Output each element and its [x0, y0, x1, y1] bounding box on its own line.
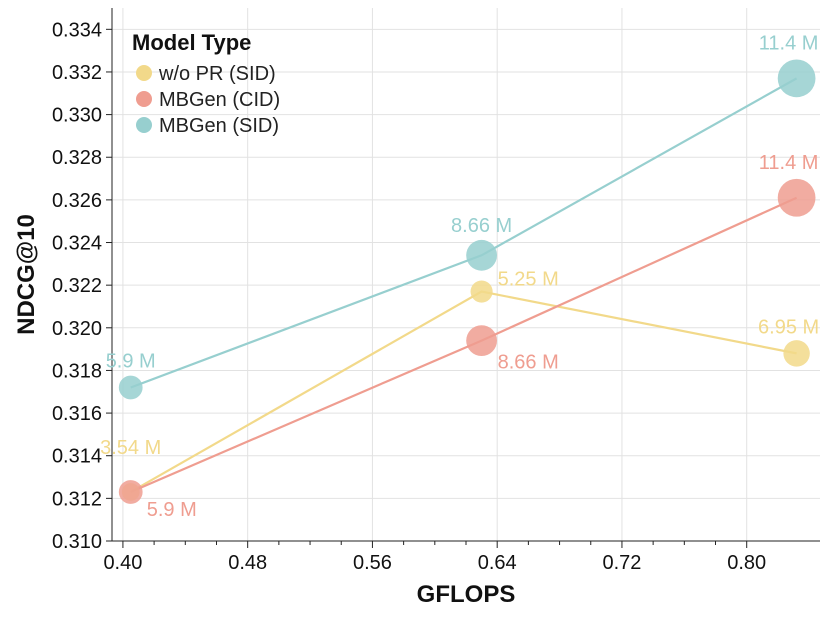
data-label: 3.54 M — [100, 437, 161, 459]
data-label: 5.9 M — [106, 351, 156, 373]
legend-label: MBGen (CID) — [159, 89, 280, 111]
legend-label: w/o PR (SID) — [158, 63, 276, 85]
legend-swatch — [136, 117, 152, 133]
legend-swatch — [136, 65, 152, 81]
series-line — [130, 290, 797, 493]
y-tick-label: 0.322 — [52, 275, 102, 297]
x-tick-label: 0.64 — [478, 552, 517, 574]
y-axis-title: NDCG@10 — [13, 214, 40, 335]
x-tick-label: 0.48 — [228, 552, 267, 574]
legend-swatch — [136, 91, 152, 107]
y-tick-label: 0.330 — [52, 105, 102, 127]
legend-title: Model Type — [132, 30, 251, 55]
y-tick-label: 0.316 — [52, 403, 102, 425]
data-point — [777, 59, 816, 98]
data-label: 5.25 M — [498, 269, 559, 291]
data-point — [118, 480, 143, 504]
y-tick-label: 0.320 — [52, 318, 102, 340]
data-label: 11.4 M — [759, 32, 819, 54]
y-tick-label: 0.326 — [52, 190, 102, 212]
y-tick-label: 0.318 — [52, 360, 102, 382]
data-label: 8.66 M — [498, 352, 559, 374]
y-tick-label: 0.328 — [52, 147, 102, 169]
y-tick-label: 0.314 — [52, 446, 102, 468]
y-tick-label: 0.332 — [52, 62, 102, 84]
y-tick-label: 0.324 — [52, 233, 102, 255]
series-layer — [118, 59, 816, 504]
gridlines — [112, 8, 820, 542]
legend: Model Type w/o PR (SID) MBGen (CID) MBGen (… — [132, 30, 280, 137]
data-point — [783, 340, 810, 367]
y-tick-label: 0.312 — [52, 488, 102, 510]
legend-label: MBGen (SID) — [159, 115, 279, 137]
data-point — [466, 239, 497, 271]
y-tick-label: 0.310 — [52, 531, 102, 553]
data-point — [470, 280, 493, 303]
data-point — [466, 325, 497, 356]
data-point — [777, 178, 816, 217]
data-label: 8.66 M — [451, 215, 512, 237]
data-label: 5.9 M — [147, 499, 197, 521]
x-tick-label: 0.40 — [103, 552, 142, 574]
x-tick-label: 0.72 — [602, 552, 641, 574]
y-tick-label: 0.334 — [52, 19, 102, 41]
data-point — [118, 375, 143, 400]
point-labels: 3.54 M 5.25 M 6.95 M 5.9 M 8.66 M 11.4 M 5.9 M… — [100, 32, 819, 520]
axes: 0.310 0.312 0.314 0.316 0.318 0.320 0.322 0.324… — [52, 8, 820, 574]
x-tick-label: 0.80 — [727, 552, 766, 574]
series-line — [130, 196, 798, 493]
x-axis-title: GFLOPS — [417, 581, 516, 608]
x-tick-label: 0.56 — [353, 552, 392, 574]
data-label: 11.4 M — [759, 152, 819, 174]
data-label: 6.95 M — [758, 316, 819, 338]
